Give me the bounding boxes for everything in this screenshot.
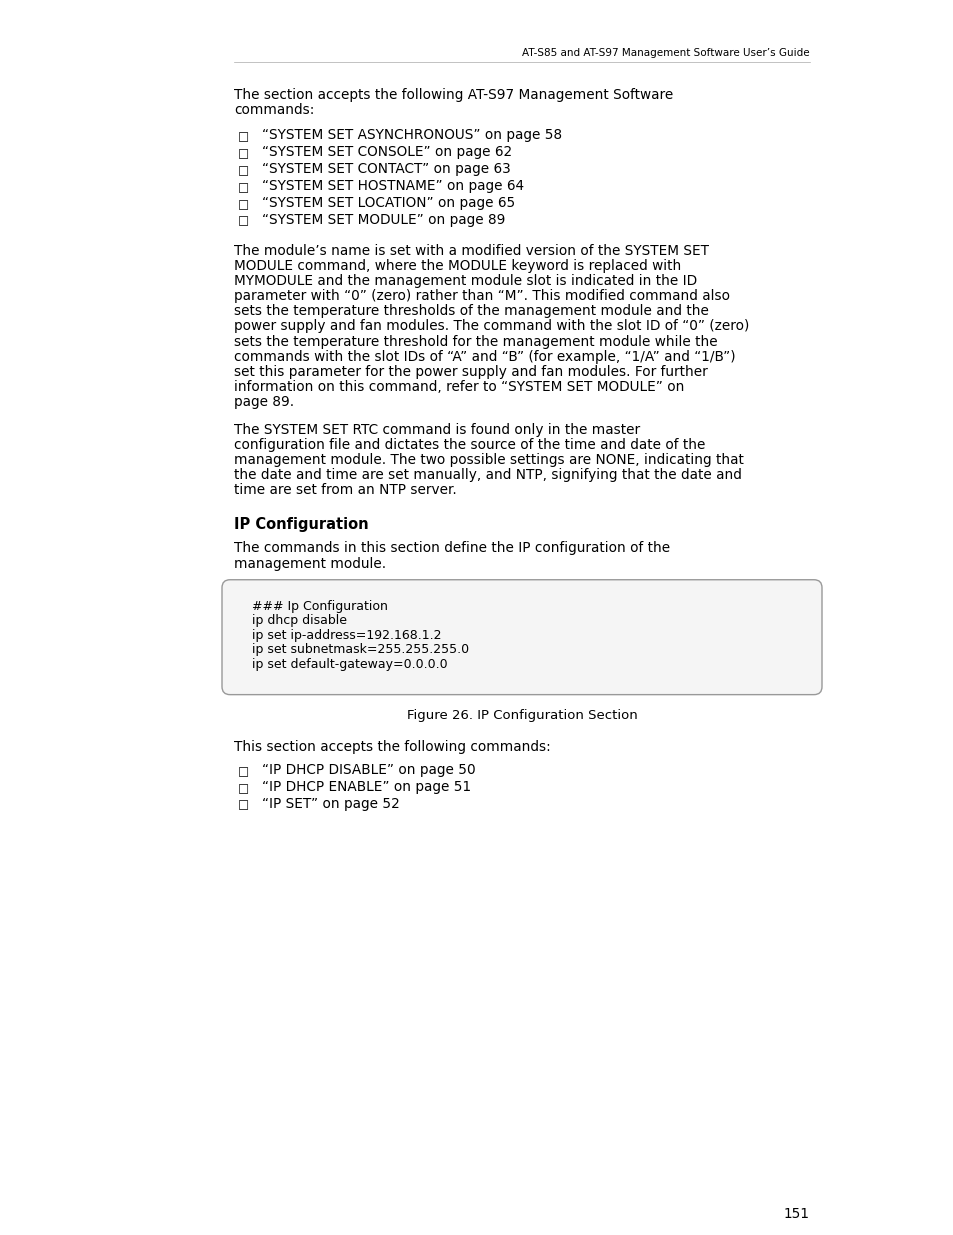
Text: AT-S85 and AT-S97 Management Software User’s Guide: AT-S85 and AT-S97 Management Software Us… <box>522 48 809 58</box>
Text: time are set from an NTP server.: time are set from an NTP server. <box>233 483 456 498</box>
Text: “SYSTEM SET HOSTNAME” on page 64: “SYSTEM SET HOSTNAME” on page 64 <box>262 179 523 193</box>
Text: □: □ <box>237 131 249 143</box>
Text: power supply and fan modules. The command with the slot ID of “0” (zero): power supply and fan modules. The comman… <box>233 320 749 333</box>
Text: 151: 151 <box>783 1207 809 1221</box>
Text: “SYSTEM SET MODULE” on page 89: “SYSTEM SET MODULE” on page 89 <box>262 212 505 227</box>
Text: The SYSTEM SET RTC command is found only in the master: The SYSTEM SET RTC command is found only… <box>233 422 639 437</box>
Text: MYMODULE and the management module slot is indicated in the ID: MYMODULE and the management module slot … <box>233 274 697 288</box>
Text: □: □ <box>237 764 249 778</box>
Text: Figure 26. IP Configuration Section: Figure 26. IP Configuration Section <box>406 709 637 721</box>
Text: ip set default-gateway=0.0.0.0: ip set default-gateway=0.0.0.0 <box>252 658 447 671</box>
Text: “SYSTEM SET LOCATION” on page 65: “SYSTEM SET LOCATION” on page 65 <box>262 196 515 210</box>
Text: configuration file and dictates the source of the time and date of the: configuration file and dictates the sour… <box>233 437 704 452</box>
Text: IP Configuration: IP Configuration <box>233 516 368 531</box>
Text: management module.: management module. <box>233 557 386 571</box>
Text: ip set subnetmask=255.255.255.0: ip set subnetmask=255.255.255.0 <box>252 643 469 657</box>
Text: “IP SET” on page 52: “IP SET” on page 52 <box>262 797 399 810</box>
Text: information on this command, refer to “SYSTEM SET MODULE” on: information on this command, refer to “S… <box>233 380 683 394</box>
Text: “SYSTEM SET ASYNCHRONOUS” on page 58: “SYSTEM SET ASYNCHRONOUS” on page 58 <box>262 128 561 142</box>
Text: □: □ <box>237 147 249 161</box>
Text: □: □ <box>237 198 249 211</box>
Text: sets the temperature thresholds of the management module and the: sets the temperature thresholds of the m… <box>233 304 708 319</box>
Text: The module’s name is set with a modified version of the SYSTEM SET: The module’s name is set with a modified… <box>233 243 708 258</box>
Text: the date and time are set manually, and NTP, signifying that the date and: the date and time are set manually, and … <box>233 468 741 482</box>
Text: sets the temperature threshold for the management module while the: sets the temperature threshold for the m… <box>233 335 717 348</box>
Text: management module. The two possible settings are NONE, indicating that: management module. The two possible sett… <box>233 453 743 467</box>
Text: This section accepts the following commands:: This section accepts the following comma… <box>233 740 550 753</box>
Text: MODULE command, where the MODULE keyword is replaced with: MODULE command, where the MODULE keyword… <box>233 258 680 273</box>
Text: The section accepts the following AT-S97 Management Software: The section accepts the following AT-S97… <box>233 88 673 103</box>
Text: set this parameter for the power supply and fan modules. For further: set this parameter for the power supply … <box>233 366 707 379</box>
Text: page 89.: page 89. <box>233 395 294 410</box>
Text: “SYSTEM SET CONSOLE” on page 62: “SYSTEM SET CONSOLE” on page 62 <box>262 146 512 159</box>
Text: □: □ <box>237 215 249 227</box>
Text: □: □ <box>237 782 249 795</box>
Text: ip set ip-address=192.168.1.2: ip set ip-address=192.168.1.2 <box>252 629 441 642</box>
Text: □: □ <box>237 164 249 177</box>
FancyBboxPatch shape <box>222 579 821 694</box>
Text: “SYSTEM SET CONTACT” on page 63: “SYSTEM SET CONTACT” on page 63 <box>262 162 510 177</box>
Text: The commands in this section define the IP configuration of the: The commands in this section define the … <box>233 541 669 556</box>
Text: commands:: commands: <box>233 104 314 117</box>
Text: “IP DHCP DISABLE” on page 50: “IP DHCP DISABLE” on page 50 <box>262 763 476 777</box>
Text: ip dhcp disable: ip dhcp disable <box>252 614 347 627</box>
Text: “IP DHCP ENABLE” on page 51: “IP DHCP ENABLE” on page 51 <box>262 779 471 794</box>
Text: □: □ <box>237 799 249 811</box>
Text: commands with the slot IDs of “A” and “B” (for example, “1/A” and “1/B”): commands with the slot IDs of “A” and “B… <box>233 350 735 364</box>
Text: ### Ip Configuration: ### Ip Configuration <box>252 600 388 613</box>
Text: parameter with “0” (zero) rather than “M”. This modified command also: parameter with “0” (zero) rather than “M… <box>233 289 729 303</box>
Text: □: □ <box>237 182 249 194</box>
